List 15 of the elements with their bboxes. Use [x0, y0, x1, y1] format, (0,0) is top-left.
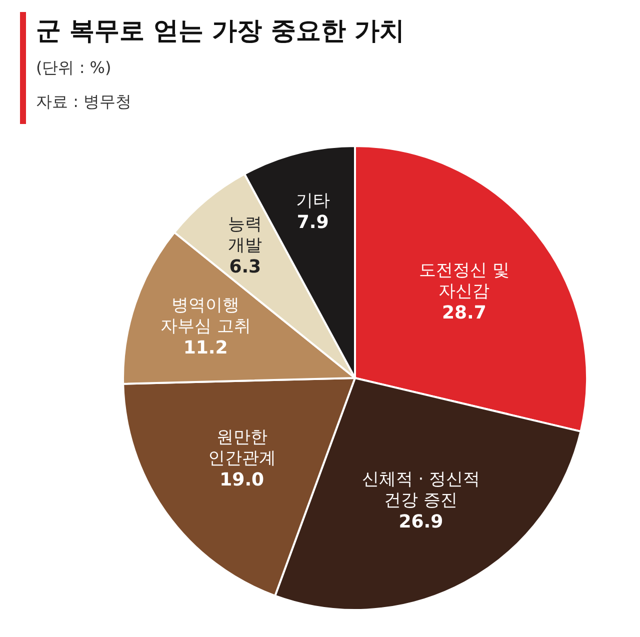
data-label: 7.9	[296, 212, 330, 233]
data-label: 26.9	[398, 511, 444, 532]
chart-subtitle: (단위 : %)	[36, 58, 112, 79]
chart-title: 군 복무로 얻는 가장 중요한 가치	[36, 15, 405, 47]
slice-label: 병역이행 자부심 고취	[160, 296, 251, 337]
slice-label: 능력 개발	[228, 214, 262, 256]
data-label: 6.3	[228, 256, 262, 278]
text: 자료 : 병무청	[36, 92, 132, 113]
data-label: 28.7	[440, 302, 488, 324]
data-label: 19.0	[218, 470, 266, 491]
slice-label: 원만한 인간관계	[208, 428, 276, 469]
slice-label: 기타	[296, 190, 330, 211]
slice-label: 도전정신 및 자신감	[418, 260, 510, 302]
data-label: 11.2	[182, 338, 229, 359]
slice-label: 신체적 · 정신적 건강 증진	[362, 469, 480, 510]
